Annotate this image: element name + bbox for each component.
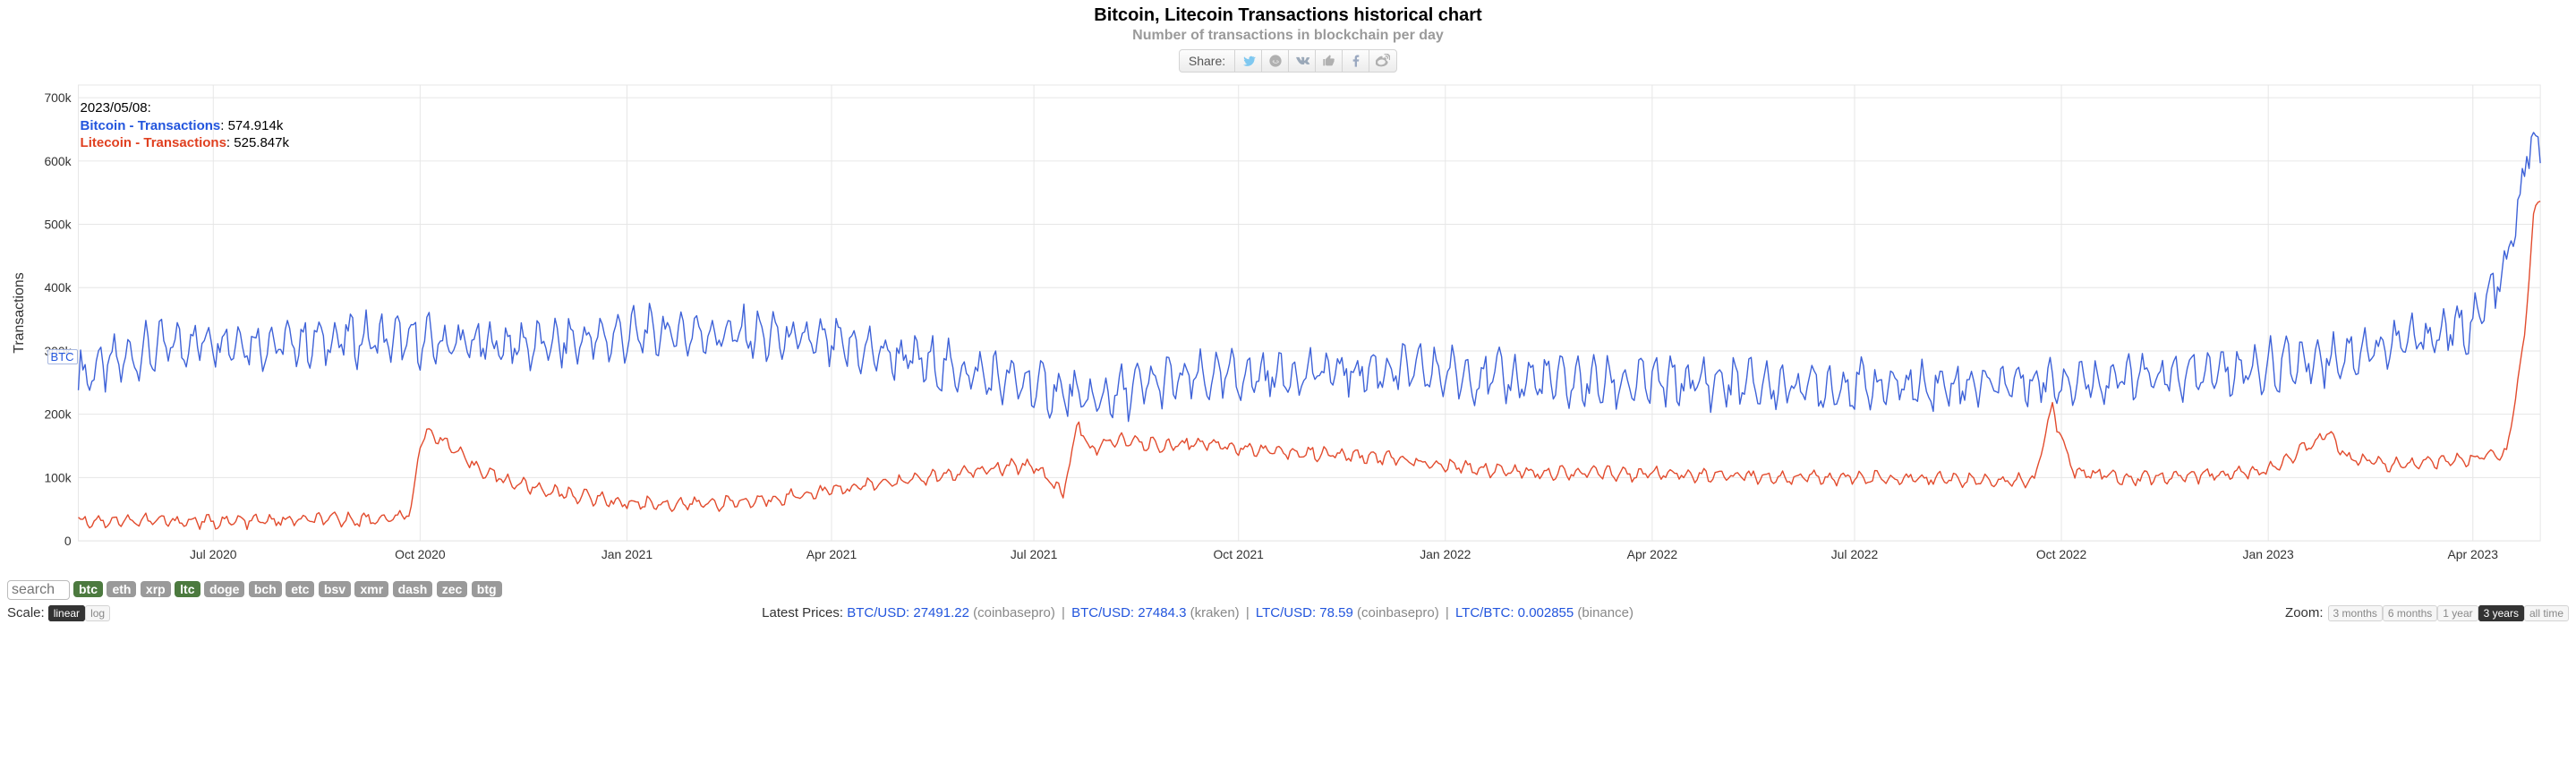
price-link[interactable]: LTC/USD: 78.59 xyxy=(1256,605,1353,620)
search-input[interactable] xyxy=(7,580,70,600)
coin-btn-xrp[interactable]: xrp xyxy=(141,581,171,597)
zoom-btn-6-months[interactable]: 6 months xyxy=(2383,605,2437,621)
coin-btn-eth[interactable]: eth xyxy=(107,581,136,597)
zoom-btn-all-time[interactable]: all time xyxy=(2524,605,2569,621)
zoom-btn-3-years[interactable]: 3 years xyxy=(2478,605,2524,621)
page-subtitle: Number of transactions in blockchain per… xyxy=(7,28,2569,44)
svg-text:Apr 2021: Apr 2021 xyxy=(806,547,857,561)
price-link[interactable]: LTC/BTC: 0.002855 xyxy=(1455,605,1574,620)
facebook-icon[interactable] xyxy=(1343,50,1369,72)
share-bar: Share: xyxy=(1179,49,1397,73)
svg-text:Transactions: Transactions xyxy=(12,272,27,354)
zoom-btn-3-months[interactable]: 3 months xyxy=(2328,605,2383,621)
line-chart: 0 100k 200k 300k 400k 500k 600k 700k Jul 2020 Oct… xyxy=(7,78,2569,577)
coin-btn-btg[interactable]: btg xyxy=(472,581,502,597)
reddit-icon[interactable] xyxy=(1262,50,1289,72)
zoom-btn-1-year[interactable]: 1 year xyxy=(2437,605,2478,621)
svg-text:600k: 600k xyxy=(44,154,71,168)
prices-label: Latest Prices: xyxy=(762,605,843,620)
svg-text:400k: 400k xyxy=(44,280,71,295)
svg-text:Jan 2021: Jan 2021 xyxy=(601,547,653,561)
scale-label: Scale: xyxy=(7,605,45,620)
twitter-icon[interactable] xyxy=(1235,50,1262,72)
prices-group: Latest Prices: BTC/USD: 27491.22 (coinba… xyxy=(762,605,1633,620)
svg-text:100k: 100k xyxy=(44,470,71,484)
coin-btn-zec[interactable]: zec xyxy=(437,581,468,597)
svg-text:Jan 2023: Jan 2023 xyxy=(2243,547,2294,561)
svg-text:500k: 500k xyxy=(44,217,71,231)
coin-btn-doge[interactable]: doge xyxy=(204,581,244,597)
svg-text:Oct 2022: Oct 2022 xyxy=(2036,547,2087,561)
zoom-group: Zoom: 3 months6 months1 year3 yearsall t… xyxy=(2285,605,2569,620)
svg-text:300k: 300k xyxy=(44,344,71,358)
price-source: (binance) xyxy=(1577,605,1633,620)
coins-row: btc eth xrp ltc doge bch etc bsv xmr das… xyxy=(7,580,2569,600)
svg-text:Jul 2022: Jul 2022 xyxy=(1831,547,1879,561)
vk-icon[interactable] xyxy=(1289,50,1316,72)
scale-group: Scale: linearlog xyxy=(7,605,110,620)
page-container: Bitcoin, Litecoin Transactions historica… xyxy=(0,0,2576,628)
bottom-row: Scale: linearlog Latest Prices: BTC/USD:… xyxy=(7,605,2569,620)
price-source: (kraken) xyxy=(1190,605,1240,620)
price-source: (coinbasepro) xyxy=(1357,605,1439,620)
header: Bitcoin, Litecoin Transactions historica… xyxy=(7,5,2569,73)
scale-btn-linear[interactable]: linear xyxy=(48,605,85,621)
coin-btn-bsv[interactable]: bsv xyxy=(319,581,351,597)
svg-text:Oct 2020: Oct 2020 xyxy=(395,547,446,561)
svg-text:700k: 700k xyxy=(44,90,71,105)
coin-btn-xmr[interactable]: xmr xyxy=(354,581,388,597)
like-icon[interactable] xyxy=(1316,50,1343,72)
coin-btn-bch[interactable]: bch xyxy=(249,581,282,597)
svg-text:200k: 200k xyxy=(44,407,71,422)
svg-text:Jan 2022: Jan 2022 xyxy=(1420,547,1471,561)
price-link[interactable]: BTC/USD: 27484.3 xyxy=(1071,605,1186,620)
svg-text:0: 0 xyxy=(64,534,72,548)
svg-text:Jul 2020: Jul 2020 xyxy=(190,547,237,561)
price-source: (coinbasepro) xyxy=(973,605,1055,620)
svg-text:Oct 2021: Oct 2021 xyxy=(1213,547,1264,561)
svg-text:Jul 2021: Jul 2021 xyxy=(1011,547,1058,561)
share-label: Share: xyxy=(1180,50,1235,72)
weibo-icon[interactable] xyxy=(1369,50,1396,72)
price-link[interactable]: BTC/USD: 27491.22 xyxy=(847,605,969,620)
scale-btn-log[interactable]: log xyxy=(85,605,110,621)
coin-btn-dash[interactable]: dash xyxy=(393,581,433,597)
svg-text:Apr 2022: Apr 2022 xyxy=(1627,547,1678,561)
coin-btn-btc[interactable]: btc xyxy=(73,581,103,597)
page-title: Bitcoin, Litecoin Transactions historica… xyxy=(7,5,2569,26)
svg-text:Apr 2023: Apr 2023 xyxy=(2448,547,2499,561)
coin-btn-etc[interactable]: etc xyxy=(286,581,314,597)
zoom-label: Zoom: xyxy=(2285,605,2324,620)
coin-btn-ltc[interactable]: ltc xyxy=(175,581,200,597)
chart-area[interactable]: 0 100k 200k 300k 400k 500k 600k 700k Jul 2020 Oct… xyxy=(7,78,2569,577)
